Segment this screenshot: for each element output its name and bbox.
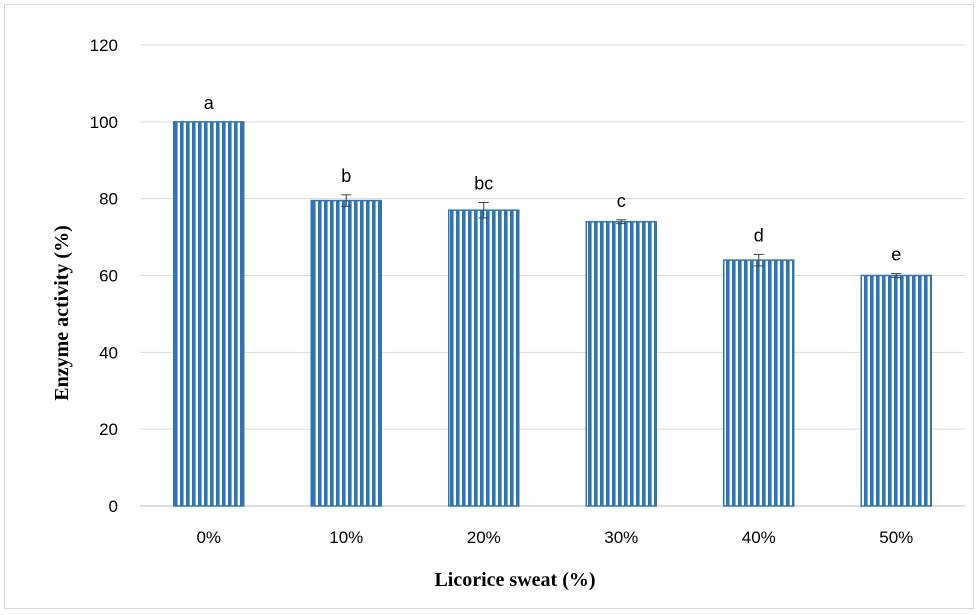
- gridlines: [140, 44, 965, 507]
- bar-1: [310, 199, 382, 507]
- x-tick-label-0: 0%: [196, 528, 221, 547]
- significance-letter-1: b: [341, 166, 351, 186]
- bars: [173, 121, 932, 507]
- significance-letter-0: a: [204, 93, 215, 113]
- y-tick-label-1: 20: [99, 420, 118, 439]
- bar-5: [860, 274, 932, 507]
- y-tick-label-6: 120: [90, 36, 118, 55]
- y-tick-label-3: 60: [99, 267, 118, 286]
- labels: 0 20 40 60 80 100 120 a 0% b 10% bc 20% c 30% d 40% e 50%: [90, 36, 914, 547]
- y-tick-label-4: 80: [99, 190, 118, 209]
- bar-0: [173, 121, 245, 507]
- y-axis-title: Enzyme activity (%): [51, 225, 73, 401]
- y-tick-label-5: 100: [90, 113, 118, 132]
- x-axis-title: Licorice sweat (%): [434, 569, 595, 591]
- bar-2: [448, 209, 520, 507]
- significance-letter-5: e: [891, 245, 901, 265]
- significance-letter-2: bc: [474, 174, 493, 194]
- x-tick-label-3: 30%: [604, 528, 638, 547]
- bar-4: [723, 259, 795, 507]
- y-tick-label-0: 0: [109, 497, 118, 516]
- y-tick-label-2: 40: [99, 343, 118, 362]
- significance-letter-3: c: [617, 191, 626, 211]
- x-tick-label-5: 50%: [879, 528, 913, 547]
- bar-3: [585, 220, 657, 507]
- x-tick-label-2: 20%: [467, 528, 501, 547]
- x-tick-label-4: 40%: [742, 528, 776, 547]
- significance-letter-4: d: [754, 225, 764, 245]
- x-tick-label-1: 10%: [329, 528, 363, 547]
